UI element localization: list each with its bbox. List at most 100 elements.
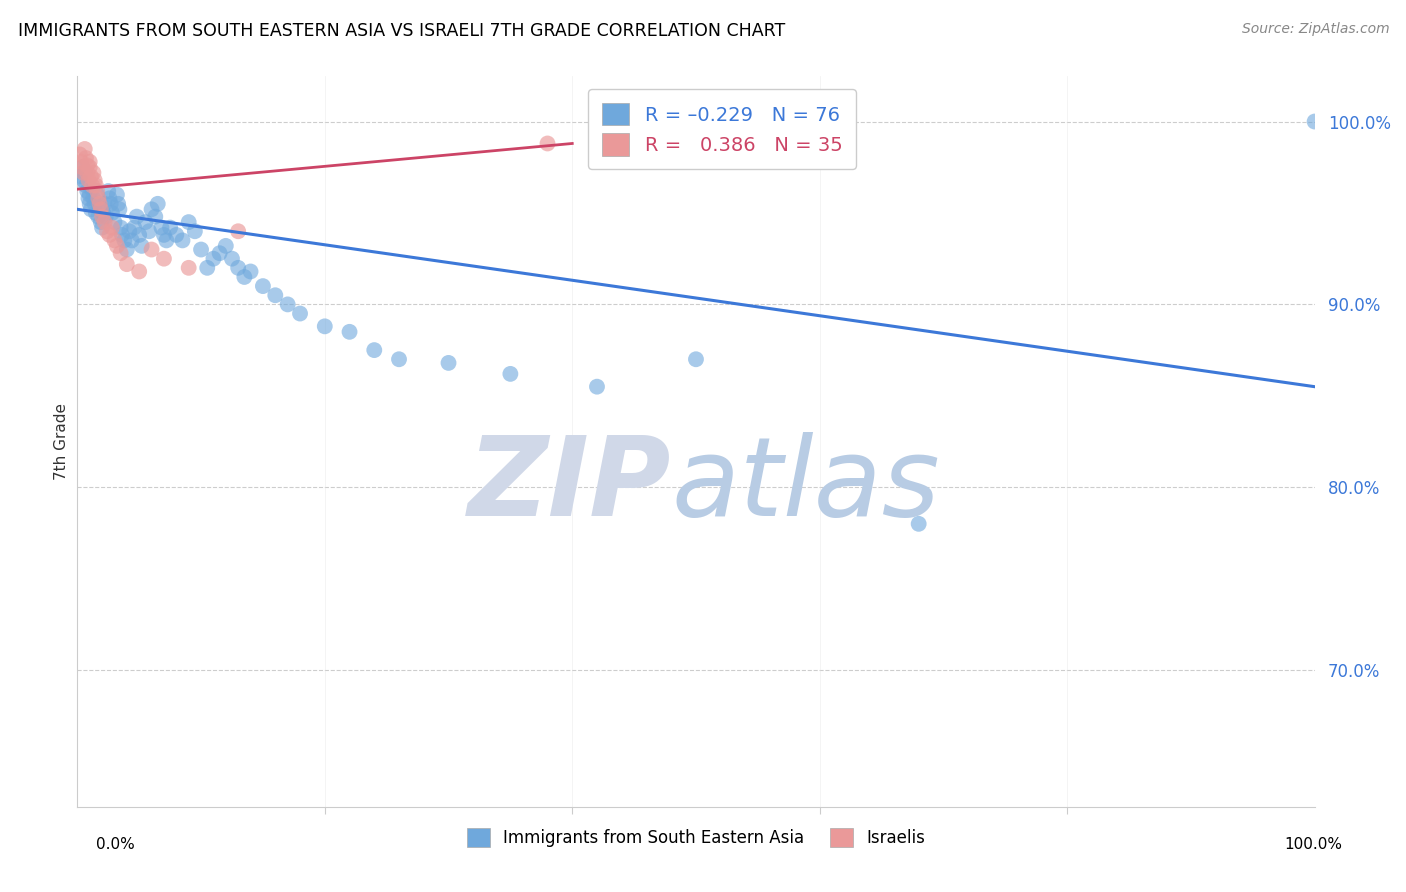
Point xyxy=(79,187,101,202)
Point xyxy=(177,215,200,229)
Point xyxy=(141,243,163,257)
Point xyxy=(141,202,163,217)
Point xyxy=(79,161,101,175)
Point xyxy=(90,215,112,229)
Point xyxy=(89,196,111,211)
Point xyxy=(98,227,121,242)
Point xyxy=(70,169,93,184)
Point xyxy=(202,252,225,266)
Point xyxy=(101,206,124,220)
Point xyxy=(91,210,114,224)
Point xyxy=(115,243,138,257)
Point xyxy=(907,516,929,531)
Point xyxy=(134,215,156,229)
Point xyxy=(101,220,124,235)
Point xyxy=(363,343,385,357)
Point xyxy=(82,166,104,180)
Point xyxy=(75,151,97,165)
Y-axis label: 7th Grade: 7th Grade xyxy=(53,403,69,480)
Point xyxy=(437,356,460,370)
Point xyxy=(93,196,115,211)
Point xyxy=(239,264,262,278)
Point xyxy=(76,184,98,198)
Point xyxy=(128,264,150,278)
Point xyxy=(177,260,200,275)
Point xyxy=(131,239,153,253)
Point xyxy=(69,147,91,161)
Legend: Immigrants from South Eastern Asia, Israelis: Immigrants from South Eastern Asia, Isra… xyxy=(460,822,932,854)
Text: atlas: atlas xyxy=(671,432,939,539)
Point xyxy=(96,224,118,238)
Point xyxy=(82,178,104,193)
Text: 100.0%: 100.0% xyxy=(1285,837,1343,852)
Point xyxy=(87,191,110,205)
Point xyxy=(76,158,98,172)
Point xyxy=(79,196,101,211)
Point xyxy=(586,380,609,394)
Point xyxy=(499,367,522,381)
Point xyxy=(84,206,107,220)
Point xyxy=(91,220,114,235)
Point xyxy=(184,224,207,238)
Point xyxy=(143,210,166,224)
Point xyxy=(77,191,100,205)
Point xyxy=(87,210,110,224)
Point xyxy=(288,306,311,320)
Point xyxy=(80,202,103,217)
Point xyxy=(86,184,108,198)
Text: ZIP: ZIP xyxy=(468,432,671,539)
Point xyxy=(122,220,145,235)
Point xyxy=(72,161,94,175)
Point xyxy=(233,269,256,284)
Point xyxy=(159,220,181,235)
Text: 0.0%: 0.0% xyxy=(96,837,135,852)
Point xyxy=(153,252,176,266)
Point xyxy=(97,184,120,198)
Point xyxy=(105,187,128,202)
Point xyxy=(107,196,129,211)
Point xyxy=(215,239,238,253)
Point xyxy=(226,224,249,238)
Point xyxy=(100,196,122,211)
Point xyxy=(91,206,114,220)
Point xyxy=(339,325,361,339)
Point xyxy=(110,220,132,235)
Point xyxy=(125,210,148,224)
Point xyxy=(75,178,97,193)
Point xyxy=(73,142,96,156)
Point xyxy=(94,210,117,224)
Point xyxy=(105,239,128,253)
Point xyxy=(150,220,173,235)
Point xyxy=(115,257,138,271)
Point xyxy=(98,191,121,205)
Point xyxy=(118,224,141,238)
Point xyxy=(72,173,94,187)
Point xyxy=(82,191,104,205)
Point xyxy=(221,252,243,266)
Point xyxy=(70,154,93,169)
Point xyxy=(226,260,249,275)
Point xyxy=(112,233,135,247)
Point xyxy=(86,187,108,202)
Point xyxy=(93,215,115,229)
Text: Source: ZipAtlas.com: Source: ZipAtlas.com xyxy=(1241,22,1389,37)
Point xyxy=(314,319,336,334)
Point xyxy=(195,260,218,275)
Point xyxy=(83,196,105,211)
Point xyxy=(90,202,112,217)
Point xyxy=(83,173,105,187)
Point xyxy=(252,279,274,293)
Point xyxy=(264,288,287,302)
Point xyxy=(103,233,125,247)
Point xyxy=(76,166,98,180)
Point xyxy=(72,161,94,175)
Point xyxy=(277,297,299,311)
Text: IMMIGRANTS FROM SOUTH EASTERN ASIA VS ISRAELI 7TH GRADE CORRELATION CHART: IMMIGRANTS FROM SOUTH EASTERN ASIA VS IS… xyxy=(18,22,786,40)
Point xyxy=(172,233,194,247)
Point xyxy=(73,166,96,180)
Point xyxy=(82,182,104,196)
Point xyxy=(110,246,132,260)
Point xyxy=(128,227,150,242)
Point xyxy=(84,178,107,193)
Point xyxy=(121,233,143,247)
